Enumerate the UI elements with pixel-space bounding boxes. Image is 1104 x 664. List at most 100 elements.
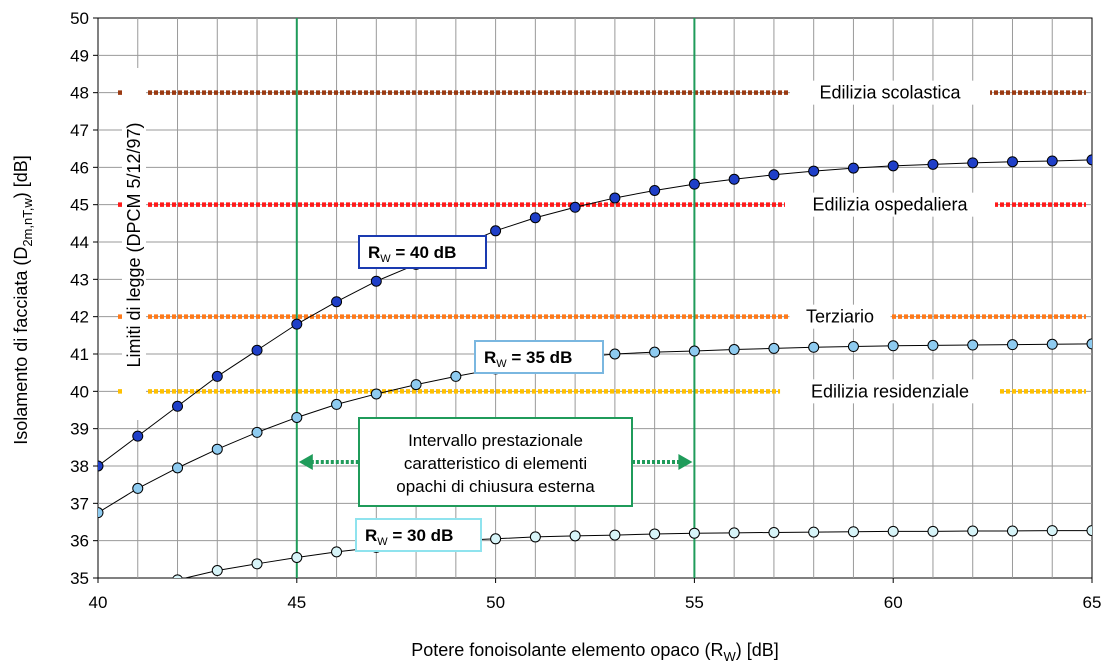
- series-line: [98, 159, 1092, 467]
- series-point: [251, 426, 263, 438]
- y-tick-label: 42: [70, 308, 89, 327]
- series-point: [529, 212, 541, 224]
- series-point: [649, 528, 661, 540]
- series-point: [569, 530, 581, 542]
- series-point: [688, 345, 700, 357]
- series-point: [370, 275, 382, 287]
- range-text-line2: caratteristico di elementi: [404, 454, 587, 473]
- series-point: [808, 165, 820, 177]
- series-point: [1086, 338, 1092, 350]
- legal-limits-label-group: Limiti di legge (DPCM 5/12/97): [122, 68, 146, 420]
- range-arrow-left-head: [298, 454, 313, 470]
- y-tick-label: 44: [70, 233, 89, 252]
- series-point: [609, 529, 621, 541]
- series-point: [331, 398, 343, 410]
- x-tick-label: 60: [884, 593, 903, 612]
- series-label: RW = 30 dB: [355, 518, 482, 552]
- limit-label-bg: [789, 304, 891, 329]
- y-tick-label: 35: [70, 569, 89, 588]
- series-label-text: RW = 35 dB: [484, 348, 572, 370]
- series-point: [291, 551, 303, 563]
- y-axis-label-sub: 2m,nT,w: [20, 198, 35, 247]
- y-tick-label: 36: [70, 532, 89, 551]
- range-band: Intervallo prestazionale caratteristico d…: [295, 18, 696, 578]
- range-text-line1: Intervallo prestazionale: [408, 431, 583, 450]
- series-point: [847, 162, 859, 174]
- limit-label-bg: [789, 80, 991, 105]
- series-point: [98, 507, 104, 519]
- series-label-text: RW = 30 dB: [365, 526, 453, 548]
- x-tick-label: 65: [1083, 593, 1102, 612]
- limit-label: Edilizia ospedaliera: [812, 195, 968, 215]
- series-line: [183, 530, 1092, 578]
- y-tick-label: 45: [70, 196, 89, 215]
- series-point: [490, 533, 502, 545]
- series-point: [291, 318, 303, 330]
- limit-label: Terziario: [806, 307, 874, 327]
- series-label-main: R: [365, 526, 377, 545]
- series-point: [808, 526, 820, 538]
- series-point: [649, 346, 661, 358]
- x-tick-label: 50: [486, 593, 505, 612]
- series-label-text: RW = 40 dB: [368, 243, 456, 265]
- series-point: [847, 526, 859, 538]
- y-tick-label: 46: [70, 158, 89, 177]
- series-point: [1046, 155, 1058, 167]
- range-arrow-right-head: [678, 454, 693, 470]
- limit-label: Edilizia residenziale: [811, 381, 969, 401]
- series-point: [1006, 525, 1018, 537]
- series-point: [291, 411, 303, 423]
- series-point: [172, 462, 184, 474]
- y-axis-label-main: Isolamento di facciata (D: [11, 247, 31, 445]
- legal-limits-label-bg: [122, 68, 146, 420]
- x-axis-ticks: 40 45 50 55 60 65: [89, 578, 1102, 612]
- series-point: [490, 225, 502, 237]
- y-tick-label: 43: [70, 270, 89, 289]
- series-point: [927, 525, 939, 537]
- y-axis-label-end: ) [dB]: [11, 155, 31, 198]
- y-tick-label: 49: [70, 46, 89, 65]
- x-tick-label: 55: [685, 593, 704, 612]
- series-point: [1046, 525, 1058, 537]
- limit-lines: Edilizia scolastica Edilizia ospedaliera T…: [118, 80, 1086, 404]
- series-point: [1006, 339, 1018, 351]
- series-point: [1006, 156, 1018, 168]
- series-point: [847, 341, 859, 353]
- series-point: [609, 192, 621, 204]
- series-point: [728, 344, 740, 356]
- series-point: [728, 173, 740, 185]
- series-point: [172, 574, 183, 578]
- series-point: [450, 370, 462, 382]
- x-axis-label-sub: W: [723, 649, 736, 664]
- legal-limits-label: Limiti di legge (DPCM 5/12/97): [124, 122, 144, 367]
- y-tick-label: 48: [70, 84, 89, 103]
- series-point: [1086, 525, 1092, 537]
- series-point: [609, 348, 621, 360]
- series-label-main: R: [368, 243, 380, 262]
- series-point: [649, 184, 661, 196]
- x-tick-label: 45: [287, 593, 306, 612]
- series-label-value: = 30 dB: [388, 526, 454, 545]
- series-point: [211, 443, 223, 455]
- series-point: [132, 430, 144, 442]
- series-point: [927, 339, 939, 351]
- series-label: RW = 40 dB: [358, 235, 487, 269]
- series-label-sub: W: [380, 253, 391, 265]
- series-point: [887, 525, 899, 537]
- series-point: [967, 339, 979, 351]
- limit-label-bg: [785, 192, 995, 217]
- series-point: [967, 157, 979, 169]
- x-axis-label: Potere fonoisolante elemento opaco (RW) …: [411, 640, 779, 664]
- series-point: [251, 558, 263, 570]
- series-point: [768, 526, 780, 538]
- series-label-sub: W: [377, 536, 388, 548]
- y-tick-label: 39: [70, 420, 89, 439]
- series-point: [728, 527, 740, 539]
- series-label-main: R: [484, 348, 496, 367]
- series-point: [768, 342, 780, 354]
- series-point: [251, 344, 263, 356]
- series-label-sub: W: [496, 358, 507, 370]
- series-point: [768, 169, 780, 181]
